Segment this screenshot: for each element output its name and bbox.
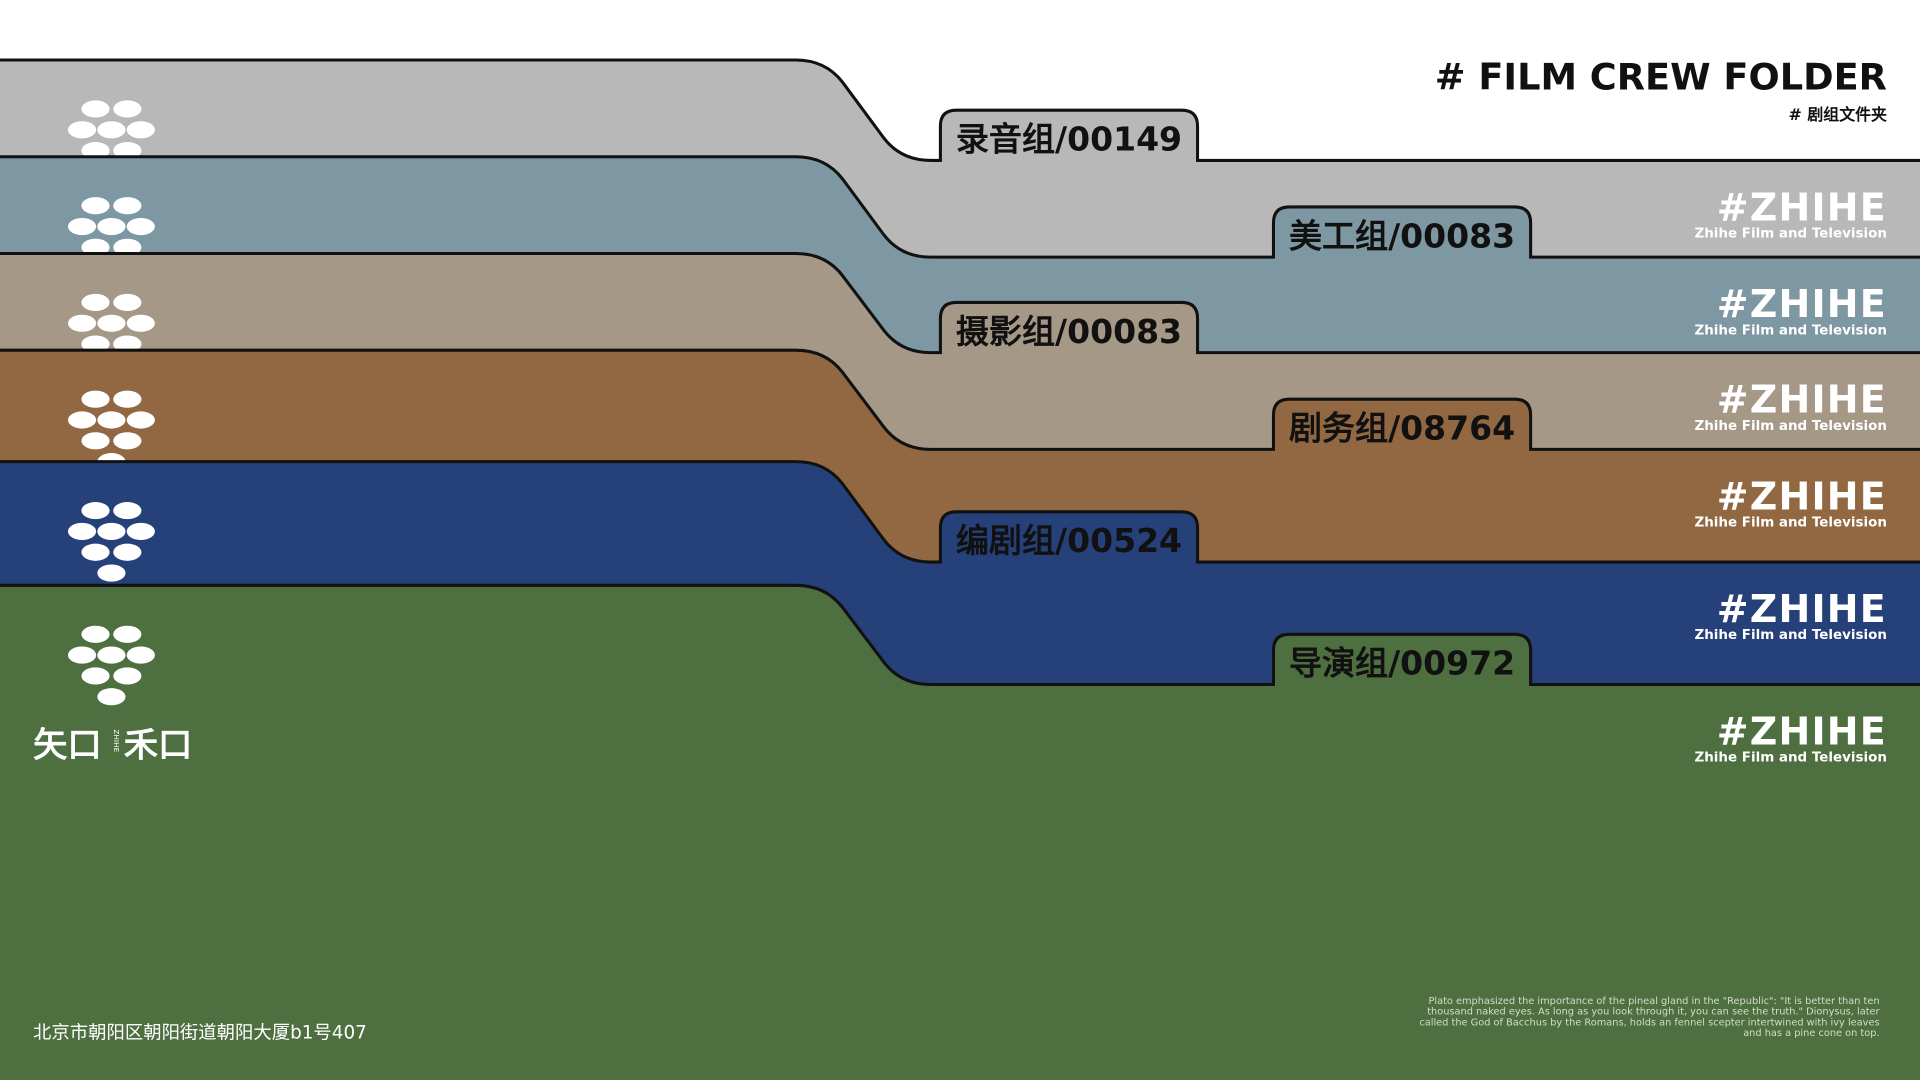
logo-dot <box>97 314 126 332</box>
brand-tagline: Zhihe Film and Television <box>1694 628 1886 643</box>
logo-dot <box>113 667 142 685</box>
logo-dot <box>67 522 97 540</box>
brand-tagline: Zhihe Film and Television <box>1694 227 1886 242</box>
brand-name: #ZHIHE <box>1717 282 1887 326</box>
logo-dot <box>81 667 110 685</box>
logo-dot <box>113 432 142 450</box>
logo-dot <box>67 314 97 332</box>
logo-dot <box>113 502 142 520</box>
logo-dot <box>81 625 110 643</box>
logo-mark <box>67 502 155 582</box>
folder-tab-label: 剧务组/08764 <box>1289 409 1515 448</box>
logo-dot <box>113 390 142 408</box>
logo-dot <box>113 625 142 643</box>
logo-text: 禾口 <box>124 726 193 766</box>
quote-line: and has a pine cone on top. <box>1743 1028 1879 1039</box>
folder-tab-label: 编剧组/00524 <box>956 521 1182 560</box>
logo-dot <box>67 217 97 236</box>
logo-dot <box>97 646 126 664</box>
logo-text: 矢口 <box>33 726 102 766</box>
logo-mark <box>67 625 155 706</box>
quote-line: called the God of Bacchus by the Romans,… <box>1419 1017 1879 1028</box>
logo-dot <box>97 411 126 429</box>
logo-dot <box>113 197 142 215</box>
quote-line: Plato emphasized the importance of the p… <box>1428 996 1879 1007</box>
logo-text: ZHIHE <box>112 729 121 752</box>
logo-dot <box>126 217 155 236</box>
brand-name: #ZHIHE <box>1717 378 1887 422</box>
quote: Plato emphasized the importance of the p… <box>1419 996 1880 1039</box>
logo-dot <box>113 543 142 561</box>
brand-name: #ZHIHE <box>1717 185 1887 229</box>
quote-line: thousand naked eyes. As long as you look… <box>1427 1007 1880 1018</box>
logo-dot <box>81 335 110 353</box>
logo-dot <box>126 314 155 332</box>
logo-dot <box>97 564 126 582</box>
brand-tagline: Zhihe Film and Television <box>1694 751 1886 766</box>
logo-dot <box>113 293 142 312</box>
address: 北京市朝阳区朝阳街道朝阳大厦b1号407 <box>33 1022 367 1043</box>
logo-dot <box>67 646 97 664</box>
brand-tagline: Zhihe Film and Television <box>1694 419 1886 434</box>
logo-dot <box>81 197 110 215</box>
logo-dot <box>126 121 155 139</box>
logo-dot <box>97 688 126 706</box>
logo-dot <box>126 522 155 540</box>
logo-dot <box>126 411 155 429</box>
logo-dot <box>81 543 110 561</box>
logo-dot <box>81 390 110 408</box>
logo-dot <box>97 217 126 236</box>
logo-mark <box>67 390 155 471</box>
brand-tagline: Zhihe Film and Television <box>1694 323 1886 338</box>
title: # FILM CREW FOLDER <box>1435 55 1887 98</box>
logo-dot <box>67 411 97 429</box>
folder-tab-label: 摄影组/00083 <box>956 312 1182 351</box>
logo-dot <box>113 100 142 118</box>
brand-name: #ZHIHE <box>1717 709 1887 753</box>
logo-dot <box>81 100 110 118</box>
logo-dot <box>113 335 142 353</box>
folder-tab-label: 美工组/00083 <box>1289 216 1515 255</box>
logo-dot <box>81 502 110 520</box>
brand-name: #ZHIHE <box>1717 474 1887 518</box>
folder-tab-label: 录音组/00149 <box>956 120 1182 159</box>
logo-dot <box>81 142 110 160</box>
subtitle: # 剧组文件夹 <box>1789 105 1887 124</box>
logo-dot <box>81 238 110 256</box>
logo-dot <box>113 238 142 256</box>
logo-dot <box>97 522 126 540</box>
folder-shape <box>0 583 1920 1080</box>
brand-name: #ZHIHE <box>1717 587 1887 631</box>
folder-tab-label: 导演组/00972 <box>1289 644 1515 683</box>
logo-dot <box>113 142 142 160</box>
logo-dot <box>81 432 110 450</box>
logo-dot <box>126 646 155 664</box>
logo-dot <box>67 121 97 139</box>
logo-dot <box>81 293 110 312</box>
brand-tagline: Zhihe Film and Television <box>1694 516 1886 531</box>
logo-dot <box>97 121 126 139</box>
